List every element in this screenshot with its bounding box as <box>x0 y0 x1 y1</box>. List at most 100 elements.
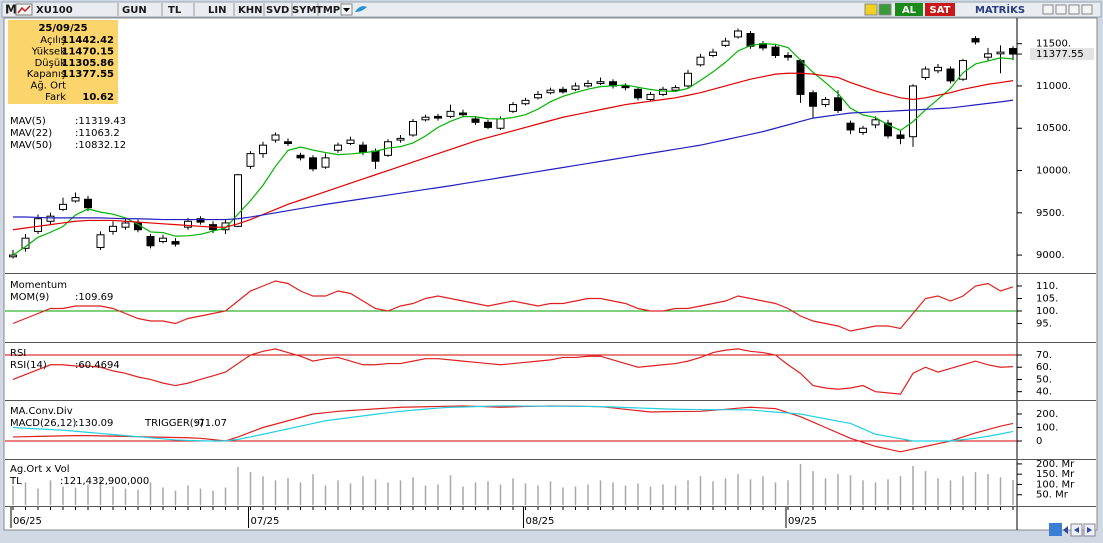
candle-body <box>446 110 455 117</box>
y-tick-label: 200. <box>1036 409 1058 420</box>
candle-body <box>109 225 117 232</box>
toolbar-button[interactable]: SYM <box>292 5 316 16</box>
toolbar-button[interactable]: KHN <box>238 5 263 16</box>
last-price-label: 11377.55 <box>1036 49 1084 60</box>
arrow-right <box>1087 527 1092 533</box>
volume-bar <box>162 487 164 505</box>
buy-button[interactable] <box>895 3 923 16</box>
y-tick-label: 105. <box>1036 294 1058 305</box>
candle-body <box>884 122 892 137</box>
series-name: RSI(14) <box>10 360 47 371</box>
series-name: TRIGGER(9) <box>144 418 204 429</box>
info-value: 11305.86 <box>61 58 114 69</box>
share-icon[interactable] <box>355 6 367 12</box>
candle-body <box>1009 48 1017 55</box>
series-line <box>12 43 1014 256</box>
candle-body <box>871 119 880 126</box>
info-date: 25/09/25 <box>38 23 87 34</box>
candle-body <box>121 222 130 228</box>
candle-body <box>284 141 292 144</box>
volume-bar <box>974 472 977 505</box>
volume-bar <box>674 485 677 505</box>
volume-bar <box>912 465 914 505</box>
candle-body <box>646 93 655 100</box>
scroll-left[interactable] <box>1063 526 1068 534</box>
volume-bar <box>212 490 214 505</box>
volume-bar <box>624 485 627 505</box>
candle-body <box>484 121 492 128</box>
series-readout: :11063.2 <box>75 128 120 139</box>
volume-bar <box>49 480 52 505</box>
flash-icon[interactable] <box>864 3 878 16</box>
window-button[interactable] <box>1055 4 1067 15</box>
toolbar-button[interactable]: SVD <box>266 5 289 16</box>
y-tick-label: 10500. <box>1036 123 1071 134</box>
y-tick-label: 50. <box>1036 374 1052 385</box>
candle-body <box>746 33 755 47</box>
x-tick-label: 06/25 <box>13 516 42 527</box>
toolbar-button[interactable]: TL <box>168 5 182 16</box>
volume-bar <box>274 480 277 505</box>
series-readout: :71.07 <box>195 418 227 429</box>
volume-bar <box>462 486 464 505</box>
candle-body <box>621 85 630 89</box>
logo: M <box>5 3 17 17</box>
volume-bar <box>524 483 527 505</box>
volume-bar <box>349 483 352 505</box>
candle-body <box>534 93 542 99</box>
candle-body <box>396 137 405 141</box>
volume-bar <box>362 476 364 505</box>
symbol[interactable]: XU100 <box>36 5 73 16</box>
last-price-box <box>1030 48 1094 61</box>
candle-body <box>9 254 17 258</box>
candle-body <box>834 97 842 111</box>
y-tick-label: 11500. <box>1036 39 1071 50</box>
window-button[interactable] <box>1042 4 1054 15</box>
y-tick-label: 0 <box>1036 436 1042 447</box>
candle-body <box>721 40 730 46</box>
volume-bar <box>999 477 1002 505</box>
volume-bar <box>437 484 439 505</box>
series-line <box>12 72 1014 231</box>
refresh-icon[interactable] <box>878 3 892 16</box>
candle-body <box>71 197 80 202</box>
series-name: MAV(50) <box>10 140 52 151</box>
volume-bar <box>824 478 827 505</box>
y-tick-label: 11000. <box>1036 81 1071 92</box>
info-value: 11470.15 <box>61 46 114 57</box>
window-button[interactable] <box>1068 4 1080 15</box>
info-label: Yüksek <box>31 46 66 57</box>
series-line <box>12 405 1014 453</box>
toolbar-button[interactable]: TMP <box>316 5 340 16</box>
toolbar-button[interactable]: GUN <box>122 5 147 16</box>
sell-button[interactable] <box>925 3 955 16</box>
candle-body <box>421 116 430 121</box>
candle-body <box>496 118 505 129</box>
volume-bar <box>24 482 27 505</box>
candle-body <box>346 139 355 144</box>
volume-bar <box>474 482 477 505</box>
candle-body <box>921 68 930 79</box>
volume-bar <box>862 480 864 505</box>
volume-bar <box>299 482 302 505</box>
candle-body <box>634 88 642 99</box>
refresh-button[interactable] <box>1049 523 1062 536</box>
volume-bar <box>549 481 552 505</box>
series-readout: :130.09 <box>75 418 113 429</box>
candle-body <box>659 88 667 95</box>
candle-body <box>321 157 330 168</box>
window-button[interactable] <box>1081 4 1093 15</box>
panel-title: Momentum <box>10 280 67 291</box>
volume-bar <box>662 484 664 505</box>
series-name: MAV(5) <box>10 116 46 127</box>
toolbar-button[interactable]: LIN <box>208 5 226 16</box>
volume-bar <box>599 480 602 505</box>
info-label: Açılış <box>40 35 66 46</box>
volume-bar <box>249 472 252 505</box>
candle-body <box>909 85 917 138</box>
info-value: 11442.42 <box>61 35 114 46</box>
volume-bar <box>937 478 939 505</box>
volume-bar <box>149 482 152 505</box>
y-tick-label: 150. Mr <box>1036 469 1075 480</box>
